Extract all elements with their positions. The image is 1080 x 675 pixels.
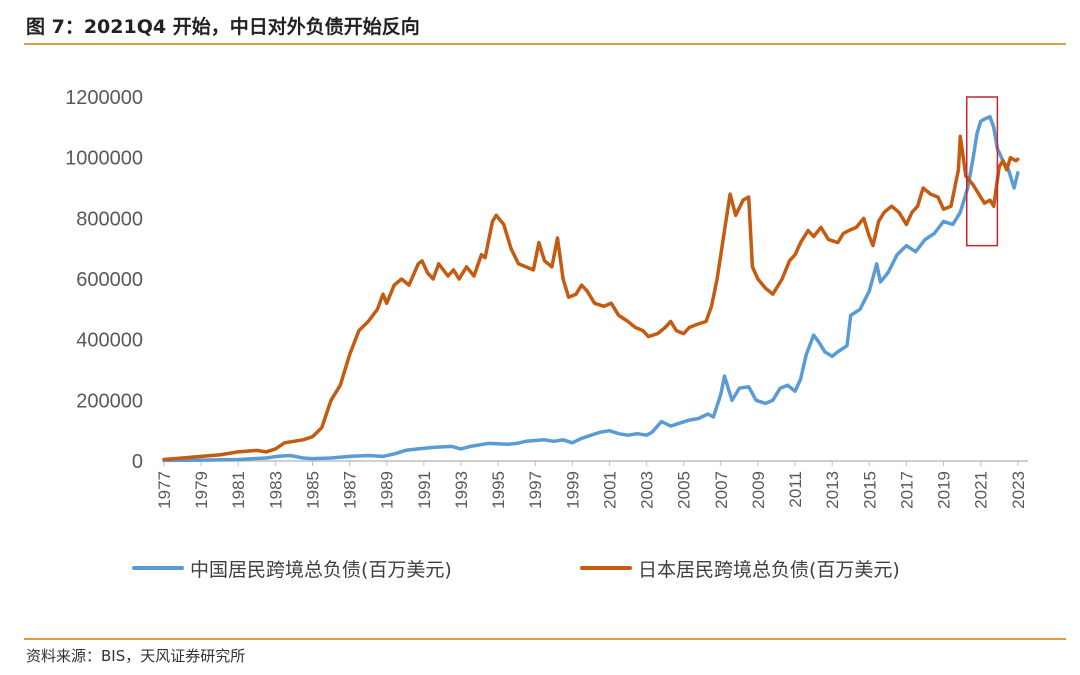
x-tick-label: 1985 — [303, 471, 322, 509]
x-tick-label: 1995 — [489, 471, 508, 509]
legend-label-china: 中国居民跨境总负债(百万美元) — [190, 558, 452, 581]
source-note: 资料来源：BIS，天风证券研究所 — [26, 647, 246, 665]
x-tick-label: 1977 — [155, 471, 174, 509]
x-tick-label: 2023 — [1009, 471, 1028, 509]
series-line-china — [162, 114, 1020, 463]
figure-title: 图 7：2021Q4 开始，中日对外负债开始反向 — [26, 16, 420, 38]
legend-swatch-china — [132, 566, 184, 570]
y-tick-label: 400000 — [76, 330, 143, 352]
x-tick-label: 2005 — [675, 471, 694, 509]
x-tick-label: 2003 — [638, 471, 657, 509]
title-rule — [24, 43, 1066, 45]
series-line-japan — [162, 134, 1020, 462]
x-tick-label: 1993 — [452, 471, 471, 509]
x-tick-label: 1999 — [563, 471, 582, 509]
x-tick-label: 2001 — [600, 471, 619, 509]
y-tick-label: 1000000 — [65, 148, 143, 170]
x-tick-label: 2013 — [823, 471, 842, 509]
x-tick-label: 1997 — [526, 471, 545, 509]
x-tick-label: 1979 — [192, 471, 211, 509]
y-tick-label: 600000 — [76, 269, 143, 291]
line-chart: 0 200000 400000 600000 800000 1000000 1200000 1… — [65, 87, 1028, 509]
x-tick-label: 2019 — [935, 471, 954, 509]
x-tick-label: 1987 — [341, 471, 360, 509]
y-tick-label: 800000 — [76, 208, 143, 230]
x-tick-label: 2007 — [712, 471, 731, 509]
y-tick-label: 1200000 — [65, 87, 143, 109]
x-tick-label: 1991 — [415, 471, 434, 509]
highlight-box — [965, 96, 999, 247]
y-tick-label: 200000 — [76, 390, 143, 412]
x-tick-label: 1983 — [266, 471, 285, 509]
x-tick-label: 2015 — [860, 471, 879, 509]
x-tick-label: 1989 — [378, 471, 397, 509]
legend-item-china: 中国居民跨境总负债(百万美元) — [132, 553, 452, 583]
x-tick-label: 2009 — [749, 471, 768, 509]
legend-item-japan: 日本居民跨境总负债(百万美元) — [580, 553, 900, 583]
legend-swatch-japan — [580, 566, 632, 570]
y-tick-label: 0 — [132, 451, 143, 473]
x-tick-label: 2011 — [786, 471, 805, 508]
x-tick-label: 1981 — [229, 471, 248, 509]
source-rule — [24, 638, 1066, 640]
x-tick-label: 2017 — [897, 471, 916, 509]
x-tick-label: 2021 — [972, 471, 991, 509]
legend-label-japan: 日本居民跨境总负债(百万美元) — [638, 558, 900, 581]
